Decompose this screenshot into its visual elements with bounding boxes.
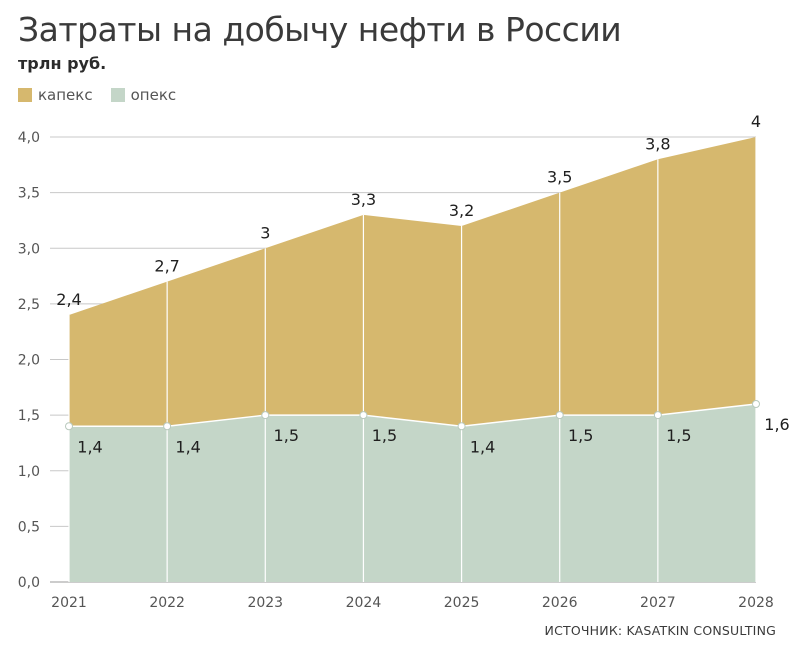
opex-marker — [752, 400, 760, 408]
x-tick-label: 2028 — [738, 595, 774, 611]
x-tick-label: 2021 — [51, 595, 87, 611]
legend-item-opex: опекс — [110, 86, 177, 104]
x-tick-label: 2023 — [247, 595, 283, 611]
x-tick-label: 2022 — [149, 595, 185, 611]
y-tick-label: 4,0 — [18, 130, 40, 146]
opex-data-label: 1,5 — [568, 426, 593, 445]
total-data-label: 3,3 — [351, 190, 376, 209]
x-tick-label: 2025 — [444, 595, 480, 611]
total-data-label: 3,2 — [449, 201, 474, 220]
legend-label-capex: капекс — [38, 86, 93, 104]
opex-marker — [457, 422, 466, 431]
y-tick-label: 2,5 — [18, 297, 40, 313]
total-data-label: 4 — [751, 112, 761, 131]
opex-data-label: 1,4 — [470, 437, 495, 456]
x-tick-label: 2024 — [346, 595, 382, 611]
total-data-label: 2,4 — [56, 290, 81, 309]
opex-boundary-line — [69, 403, 757, 427]
y-tick-label: 0,5 — [18, 519, 40, 535]
legend-label-opex: опекс — [130, 86, 177, 104]
opex-marker — [359, 411, 368, 420]
y-tick-label: 3,0 — [18, 241, 40, 257]
total-data-label: 3,5 — [547, 168, 572, 187]
total-data-label: 2,7 — [154, 257, 179, 276]
opex-area — [69, 404, 756, 582]
total-data-label: 3,8 — [645, 134, 670, 153]
legend-item-capex: капекс — [18, 86, 93, 104]
legend: капекс опекс — [18, 86, 194, 104]
legend-swatch-capex — [18, 88, 32, 102]
total-data-label: 3 — [260, 223, 270, 242]
source-note: ИСТОЧНИК: KASATKIN CONSULTING — [544, 623, 776, 638]
x-tick-label: 2027 — [640, 595, 676, 611]
opex-marker — [163, 422, 172, 431]
opex-data-label: 1,5 — [666, 426, 691, 445]
y-tick-label: 0,0 — [18, 575, 40, 591]
x-tick-label: 2026 — [542, 595, 578, 611]
opex-data-label: 1,4 — [77, 437, 102, 456]
capex-area — [69, 137, 756, 427]
opex-data-label: 1,5 — [372, 426, 397, 445]
opex-marker — [65, 422, 73, 431]
chart-unit: трлн руб. — [18, 54, 107, 73]
opex-data-label: 1,5 — [274, 426, 299, 445]
y-tick-label: 1,0 — [18, 464, 40, 480]
y-tick-label: 1,5 — [18, 408, 40, 424]
y-tick-label: 3,5 — [18, 186, 40, 202]
legend-swatch-opex — [110, 88, 125, 102]
opex-marker — [555, 411, 564, 420]
y-tick-label: 2,0 — [18, 353, 40, 369]
opex-data-label: 1,6 — [764, 415, 789, 434]
opex-marker — [261, 411, 270, 420]
chart-title: Затраты на добычу нефти в России — [18, 10, 622, 49]
opex-marker — [653, 411, 662, 420]
opex-data-label: 1,4 — [175, 437, 200, 456]
